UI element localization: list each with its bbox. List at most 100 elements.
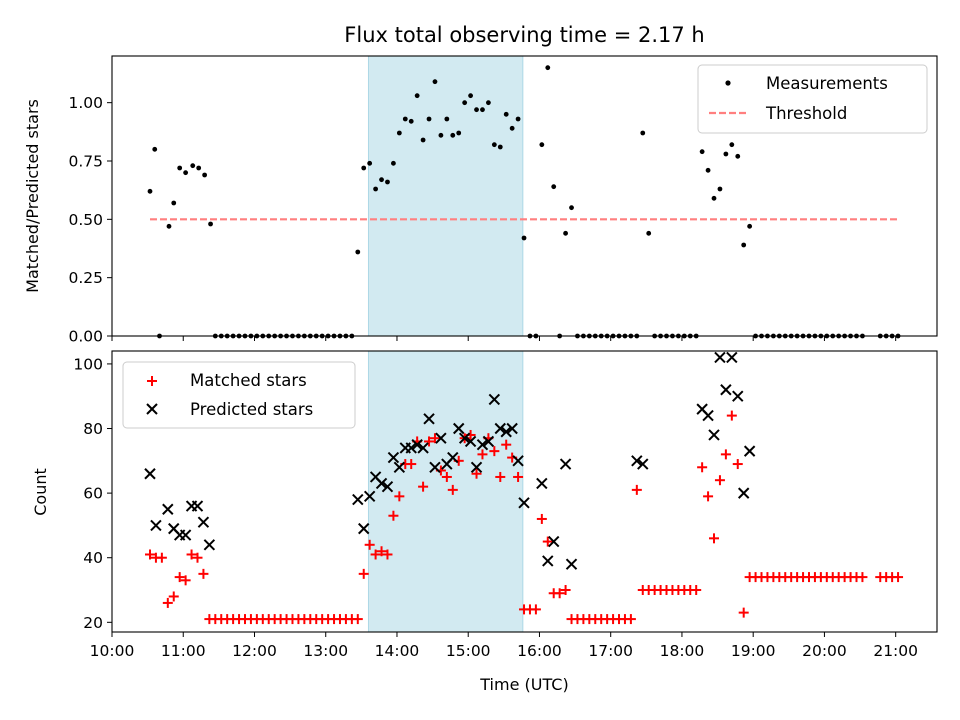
measurement-point <box>190 163 196 169</box>
matched-stars-point <box>893 572 904 583</box>
x-tick-label: 19:00 <box>731 642 776 660</box>
matched-stars-point <box>370 549 381 560</box>
chart-title: Flux total observing time = 2.17 h <box>344 23 704 47</box>
x-tick-label: 11:00 <box>161 642 206 660</box>
predicted-stars-point <box>352 493 364 506</box>
predicted-stars-point <box>494 422 506 435</box>
measurement-point <box>480 107 485 113</box>
measurement-point <box>196 165 202 171</box>
y-tick-label: 0.75 <box>68 153 103 171</box>
matched-stars-point <box>726 410 737 421</box>
predicted-stars-point <box>488 393 501 406</box>
measurement-point <box>735 153 741 159</box>
predicted-stars-point <box>417 442 429 454</box>
matched-stars-point <box>192 552 203 563</box>
matched-stars-point <box>691 585 702 596</box>
x-tick-label: 13:00 <box>303 642 348 660</box>
x-tick-label: 16:00 <box>517 642 562 660</box>
matched-stars-point <box>424 436 435 447</box>
measurement-point <box>171 200 177 206</box>
measurement-point <box>408 118 414 124</box>
measurement-point <box>723 151 729 157</box>
y-tick-label: 1.00 <box>68 94 103 112</box>
measurement-point <box>646 230 652 236</box>
predicted-stars-point <box>482 435 495 448</box>
matched-stars-point <box>180 575 191 586</box>
x-tick-label: 15:00 <box>446 642 491 660</box>
predicted-stars-point <box>191 500 204 512</box>
measurement-point <box>729 142 735 148</box>
measurement-point <box>367 160 373 166</box>
matched-stars-point <box>631 484 642 495</box>
matched-stars-point <box>162 597 173 608</box>
predicted-stars-point <box>393 461 406 473</box>
matched-stars-point <box>471 468 482 479</box>
bottom-legend-frame <box>122 361 356 429</box>
predicted-stars-point <box>458 432 471 444</box>
matched-stars-point <box>703 491 714 502</box>
ratio-panel: 0.00 0.25 0.50 0.75 1.00 <box>68 55 938 346</box>
predicted-stars-point <box>162 503 174 515</box>
x-tick-label: 12:00 <box>232 642 277 660</box>
legend-threshold-label: Threshold <box>765 104 847 123</box>
legend-matched-marker <box>147 376 157 386</box>
predicted-stars-point <box>447 451 459 464</box>
measurement-point <box>640 130 646 136</box>
measurement-point <box>456 130 462 136</box>
y-tick-label: 0.00 <box>68 328 103 346</box>
measurement-point <box>438 132 444 138</box>
matched-stars-point <box>168 591 179 602</box>
measurement-point <box>569 205 574 211</box>
matched-stars-point <box>156 552 167 563</box>
measurement-point <box>177 165 183 171</box>
measurement-point <box>426 116 432 122</box>
matched-stars-point <box>530 604 541 615</box>
measurement-point <box>432 79 438 85</box>
x-tick-label: 21:00 <box>873 642 918 660</box>
matched-stars-point <box>364 539 375 550</box>
y-tick-label: 80 <box>83 420 103 438</box>
matched-stars-point <box>477 449 488 460</box>
measurement-point <box>741 242 747 248</box>
bottom-legend: Matched stars Predicted stars <box>122 361 356 429</box>
predicted-stars-point <box>381 480 394 493</box>
predicted-stars-point <box>179 529 192 541</box>
predicted-stars-point <box>512 455 524 467</box>
predicted-stars-point <box>203 539 216 551</box>
predicted-stars-point <box>411 438 423 451</box>
predicted-stars-point <box>435 432 447 444</box>
matched-stars-point <box>560 585 571 596</box>
predicted-stars-point <box>726 351 738 364</box>
measurement-point <box>166 223 172 229</box>
predicted-stars-point <box>720 384 732 396</box>
predicted-stars-point <box>548 535 560 548</box>
predicted-stars-point <box>500 426 512 438</box>
measurement-point <box>509 125 515 131</box>
predicted-stars-point <box>197 516 210 528</box>
predicted-stars-point <box>631 455 643 467</box>
matched-stars-point <box>429 433 440 444</box>
predicted-stars-point <box>150 519 162 532</box>
measurement-point <box>711 195 717 201</box>
predicted-stars-point <box>542 555 554 567</box>
measurement-point <box>462 100 468 106</box>
x-tick-label: 18:00 <box>660 642 705 660</box>
x-tick-label: 10:00 <box>90 642 135 660</box>
matched-stars-point <box>697 462 708 473</box>
y-tick-label: 0.50 <box>68 211 103 229</box>
measurement-point <box>539 142 545 148</box>
predicted-stars-point <box>405 442 417 454</box>
y-tick-label: 40 <box>83 549 103 567</box>
measurement-point <box>444 116 450 122</box>
matched-stars-point <box>542 536 553 547</box>
matched-stars-point <box>536 513 547 524</box>
measurement-point <box>521 235 527 241</box>
predicted-stars-point <box>702 409 714 422</box>
matched-stars-point <box>738 607 749 618</box>
legend-matched-label: Matched stars <box>190 371 307 390</box>
predicted-stars-point <box>714 351 726 364</box>
top-ylabel: Matched/Predicted stars <box>23 99 42 293</box>
measurement-point <box>699 149 705 155</box>
measurement-point <box>717 186 723 192</box>
